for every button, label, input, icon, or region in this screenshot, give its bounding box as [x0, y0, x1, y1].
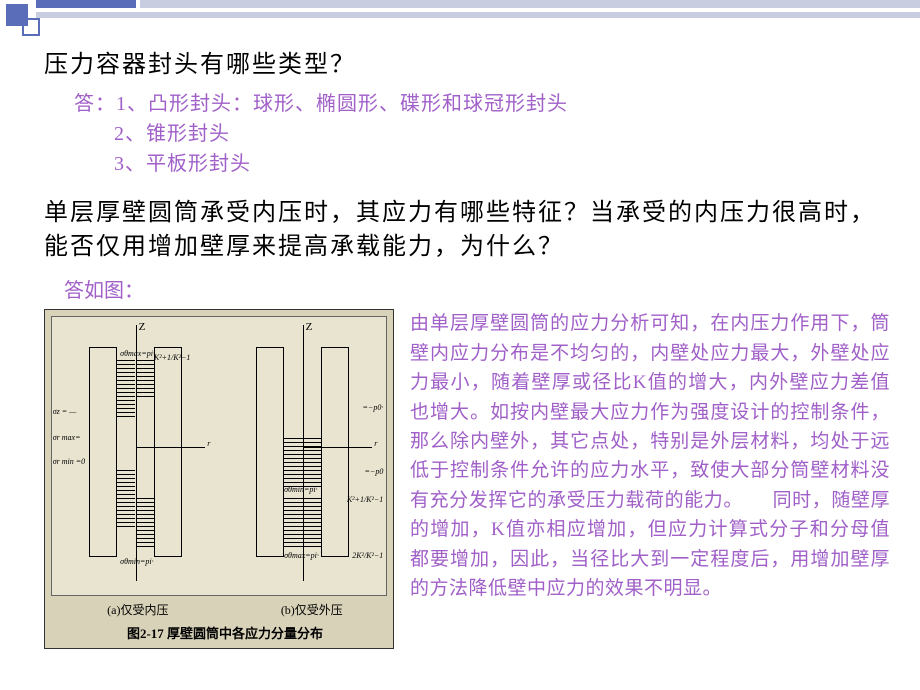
answer-1-line-2: 2、锥形封头	[114, 119, 890, 149]
figure-box: Z r σz = — σr max=	[44, 309, 394, 649]
question-2: 单层厚壁圆筒承受内压时，其应力有哪些特征？当承受的内压力很高时，能否仅用增加壁厚…	[44, 197, 890, 264]
answer-1-line-1: 答：1、凸形封头：球形、椭圆形、碟形和球冠形封头	[74, 89, 890, 119]
question-1: 压力容器封头有哪些类型？	[44, 44, 890, 79]
caption-a: (a)仅受内压	[107, 601, 168, 618]
answer-1-line-3: 3、平板形封头	[114, 149, 890, 179]
caption-b: (b)仅受外压	[281, 601, 343, 618]
header-decoration	[0, 0, 920, 42]
figure-inner: Z r σz = — σr max=	[51, 316, 387, 596]
diagram-b: Z r =−p0· =−p0 K²+1/K²−1 2K²/K²−1 σθmin=…	[226, 317, 380, 595]
answer-2-label: 答如图：	[64, 274, 890, 303]
sub-captions: (a)仅受内压 (b)仅受外压	[51, 601, 399, 618]
figure-caption: 图2-17 厚壁圆筒中各应力分量分布	[51, 623, 399, 642]
lower-section: Z r σz = — σr max=	[44, 309, 890, 649]
diagram-a: Z r σz = — σr max=	[59, 317, 213, 595]
figure-wrapper: Z r σz = — σr max=	[44, 309, 394, 649]
slide-content: 压力容器封头有哪些类型？ 答：1、凸形封头：球形、椭圆形、碟形和球冠形封头 2、…	[44, 44, 890, 649]
explanation-text: 由单层厚壁圆筒的应力分析可知，在内压力作用下，筒壁内应力分布是不均匀的，内壁处应…	[410, 309, 890, 649]
